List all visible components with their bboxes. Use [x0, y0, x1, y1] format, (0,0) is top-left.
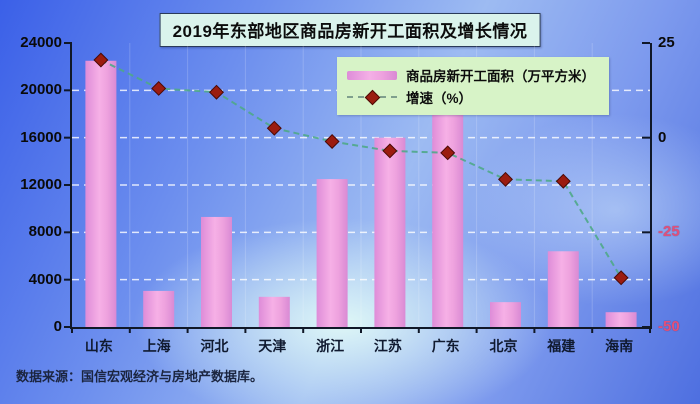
bar-series-swatch-icon [347, 70, 397, 80]
bar-7 [490, 302, 521, 327]
x-label-8: 福建 [547, 338, 576, 354]
legend-row-bar: 商品房新开工面积（万平方米） [347, 64, 595, 86]
x-label-5: 江苏 [373, 338, 402, 354]
data-source-note: 数据来源：国信宏观经济与房地产数据库。 [16, 369, 264, 384]
y-left-label-20000: 20000 [20, 81, 62, 99]
legend-bar-label: 商品房新开工面积（万平方米） [406, 69, 595, 84]
line-series-marker-icon [347, 89, 397, 106]
diamond-marker-icon [364, 89, 381, 106]
x-label-4: 浙江 [316, 338, 345, 354]
marker-7 [498, 171, 513, 187]
x-label-7: 北京 [489, 338, 518, 354]
y-left-label-12000: 12000 [20, 176, 62, 193]
bar-2 [201, 216, 232, 327]
bar-3 [258, 296, 290, 327]
y-right-label--25: -25 [658, 223, 680, 241]
legend-line-label: 增速（%） [406, 91, 473, 106]
y-right-label--50: -50 [658, 318, 680, 335]
y-left-label-8000: 8000 [28, 223, 62, 241]
chart-title: 2019年东部地区商品房新开工面积及增长情况 [159, 13, 541, 47]
y-left-label-4000: 4000 [28, 270, 62, 288]
x-label-6: 广东 [431, 338, 460, 354]
plot-area [64, 42, 652, 333]
marker-8 [555, 173, 571, 189]
x-label-1: 上海 [142, 338, 171, 354]
x-label-2: 河北 [200, 338, 229, 354]
marker-9 [613, 270, 629, 286]
marker-3 [266, 120, 282, 136]
legend-row-line: 增速（%） [347, 86, 595, 108]
marker-2 [209, 84, 224, 100]
marker-6 [440, 145, 456, 161]
x-label-3: 天津 [258, 338, 287, 354]
bar-6 [432, 111, 464, 327]
bar-1 [143, 290, 175, 327]
bar-8 [547, 251, 579, 327]
marker-5 [382, 143, 398, 159]
marker-0 [93, 52, 109, 68]
y-right-label-0: 0 [658, 128, 667, 146]
bar-4 [316, 179, 348, 327]
legend: 商品房新开工面积（万平方米） 增速（%） [337, 57, 609, 115]
y-left-label-0: 0 [53, 318, 62, 335]
y-left-label-16000: 16000 [20, 128, 62, 146]
bar-9 [605, 312, 637, 327]
y-right-label-25: 25 [658, 34, 675, 51]
marker-4 [324, 133, 340, 149]
growth-line [100, 59, 622, 279]
bar-0 [85, 60, 117, 327]
chart-canvas [64, 42, 651, 333]
marker-1 [151, 80, 167, 96]
x-label-0: 山东 [84, 338, 113, 354]
x-label-9: 海南 [605, 338, 634, 354]
bar-5 [374, 137, 406, 327]
y-left-label-24000: 24000 [20, 34, 62, 51]
